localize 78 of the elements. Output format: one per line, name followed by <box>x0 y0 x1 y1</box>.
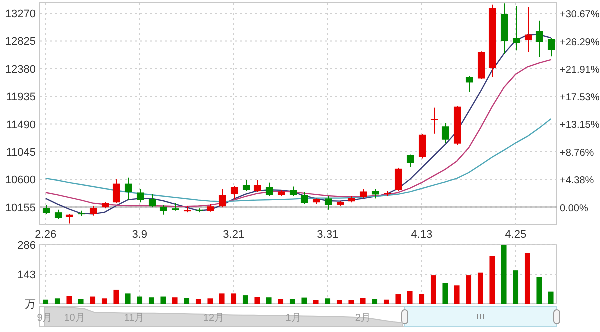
bar <box>54 298 60 304</box>
x-tick-label: 2.26 <box>35 229 57 241</box>
y2-tick-label: +13.15% <box>560 120 600 132</box>
bar <box>419 294 425 304</box>
x-tick-label: 3.9 <box>132 229 148 241</box>
bar <box>278 299 284 304</box>
y-tick-label: 11935 <box>6 92 36 104</box>
bar <box>384 300 390 304</box>
bar <box>90 296 96 304</box>
candlestick <box>512 6 520 51</box>
bar <box>442 283 448 304</box>
x-tick-label: 4.13 <box>411 229 433 241</box>
bar <box>313 300 319 304</box>
bar <box>78 299 84 304</box>
y2-tick-label: +4.38% <box>560 176 594 187</box>
y-tick-label: 143 <box>18 270 36 282</box>
y-tick-label: 10600 <box>5 174 36 187</box>
bar <box>172 298 178 304</box>
bar <box>160 296 166 304</box>
bar <box>372 299 378 304</box>
candlestick <box>524 7 532 52</box>
bar <box>43 300 49 304</box>
bar <box>466 276 472 304</box>
x-tick-label: 12月 <box>203 313 225 324</box>
bar <box>536 277 542 304</box>
bar <box>66 296 72 304</box>
bar <box>148 298 154 304</box>
bar <box>513 270 519 304</box>
bar <box>137 296 143 304</box>
bar <box>184 298 190 304</box>
bar <box>325 298 331 304</box>
x-tick-label: 9月 <box>37 313 53 324</box>
bar <box>360 298 366 304</box>
bar <box>430 276 436 304</box>
bar <box>208 298 214 304</box>
y-tick-label: 10155 <box>5 202 36 214</box>
bar <box>302 298 308 304</box>
x-tick-label: 3.31 <box>317 229 339 241</box>
x-tick-label: 1月 <box>286 313 302 324</box>
bar <box>336 300 342 304</box>
y-tick-label: 万 <box>25 299 36 311</box>
bar <box>231 294 237 304</box>
bar <box>454 286 460 304</box>
bar <box>242 296 248 304</box>
bar <box>524 253 530 304</box>
bar <box>219 294 225 304</box>
bar <box>290 299 296 304</box>
bar <box>478 272 484 304</box>
bar <box>501 245 507 304</box>
bar <box>254 297 260 304</box>
x-tick-label: 4.25 <box>505 229 527 241</box>
candlestick <box>430 108 438 134</box>
y2-tick-label: +26.29% <box>560 37 600 48</box>
y-tick-label: 11045 <box>6 146 36 159</box>
y2-tick-label: +21.91% <box>560 64 600 76</box>
bar <box>125 294 131 304</box>
y2-tick-label: +30.67% <box>560 10 600 21</box>
y2-tick-label: 0.00% <box>560 203 588 214</box>
bar <box>490 256 496 304</box>
y-tick-label: 286 <box>18 240 36 252</box>
bar <box>348 300 354 304</box>
y2-tick-label: +17.53% <box>560 92 600 104</box>
y-tick-label: 12380 <box>5 64 36 76</box>
bar <box>266 298 272 304</box>
bar <box>407 291 413 304</box>
bar <box>396 294 402 304</box>
bar <box>548 292 554 304</box>
y2-tick-label: +8.76% <box>560 148 594 159</box>
bar <box>114 290 120 304</box>
x-tick-label: 3.21 <box>223 229 245 241</box>
y-tick-label: 11490 <box>6 119 36 132</box>
y-tick-label: 13270 <box>5 8 36 21</box>
y-tick-label: 12825 <box>5 36 36 48</box>
bar <box>196 299 202 304</box>
x-tick-label: 11月 <box>124 313 145 324</box>
x-tick-label: 2月 <box>355 313 371 324</box>
bar <box>102 298 108 304</box>
x-tick-label: 10月 <box>64 313 86 324</box>
